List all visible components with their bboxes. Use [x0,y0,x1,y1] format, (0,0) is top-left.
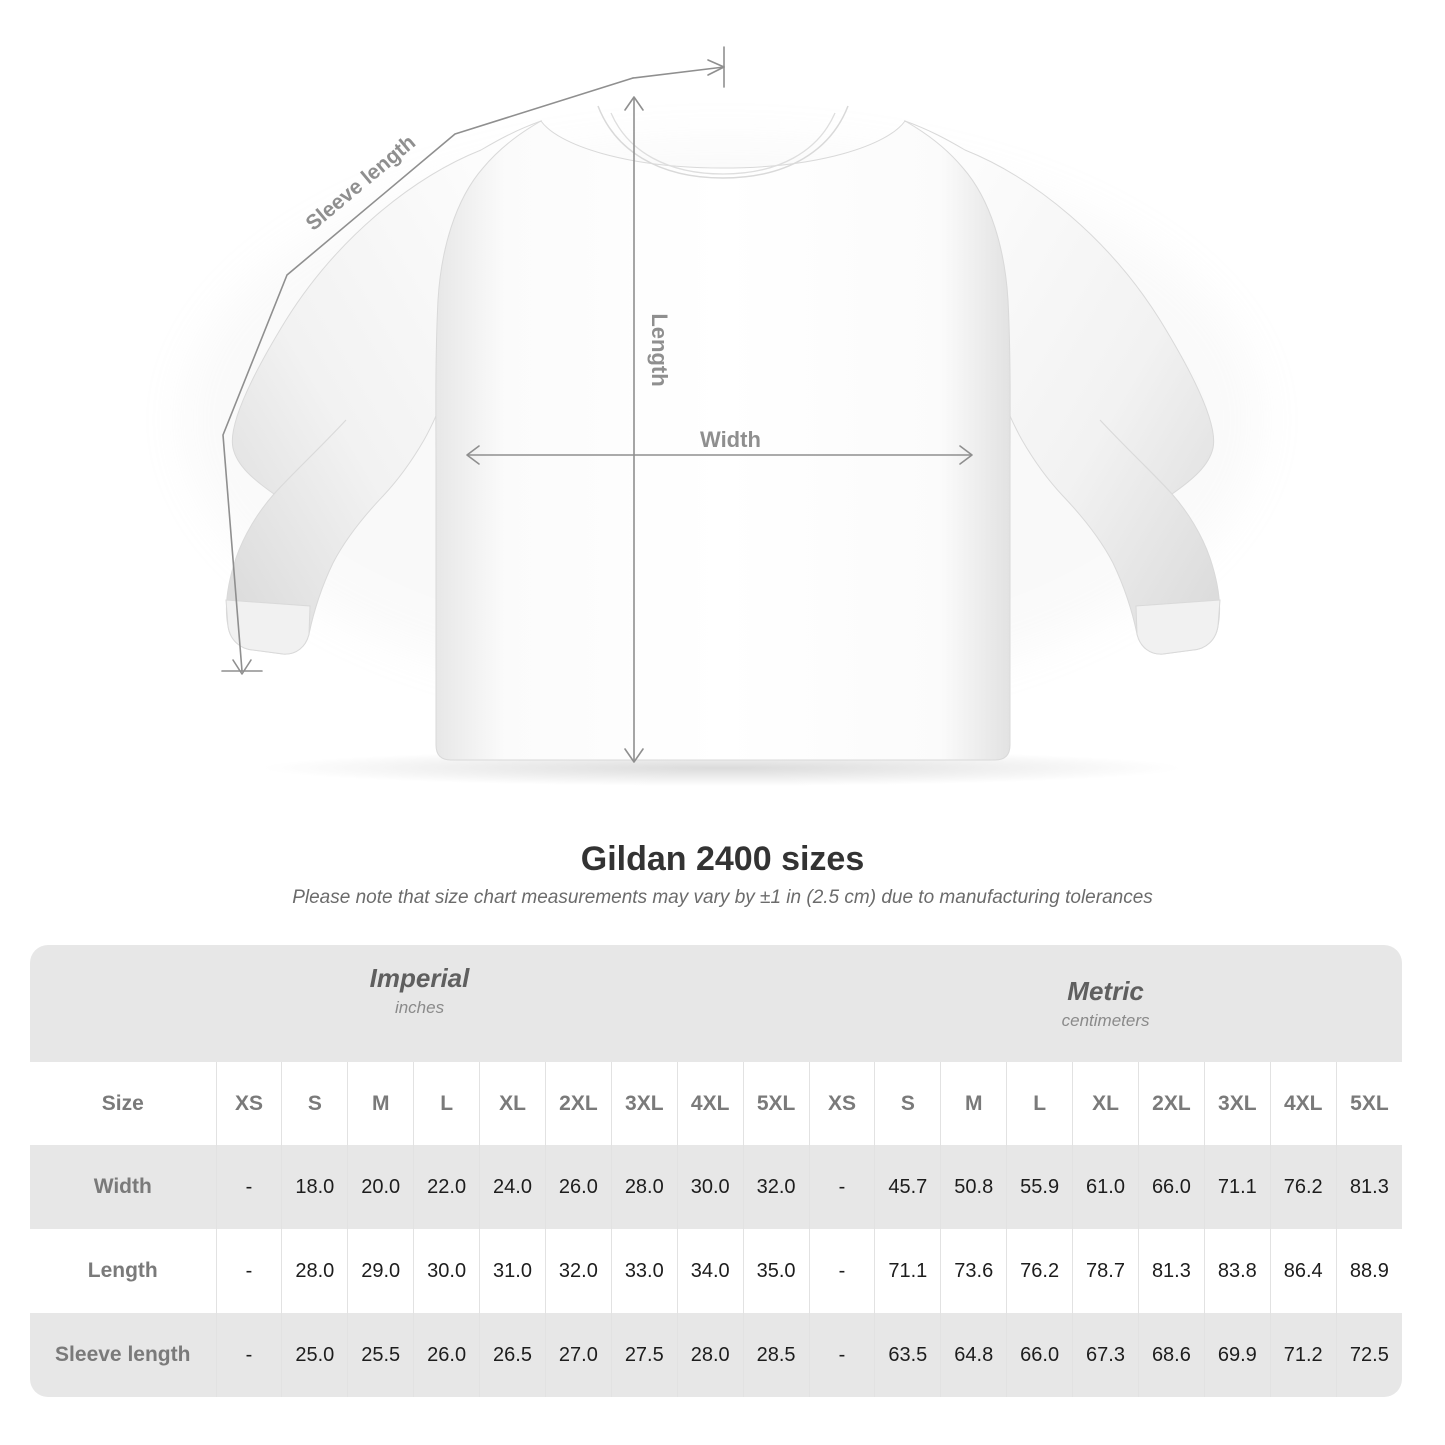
svg-text:Length: Length [647,313,672,386]
svg-text:Width: Width [700,427,761,452]
